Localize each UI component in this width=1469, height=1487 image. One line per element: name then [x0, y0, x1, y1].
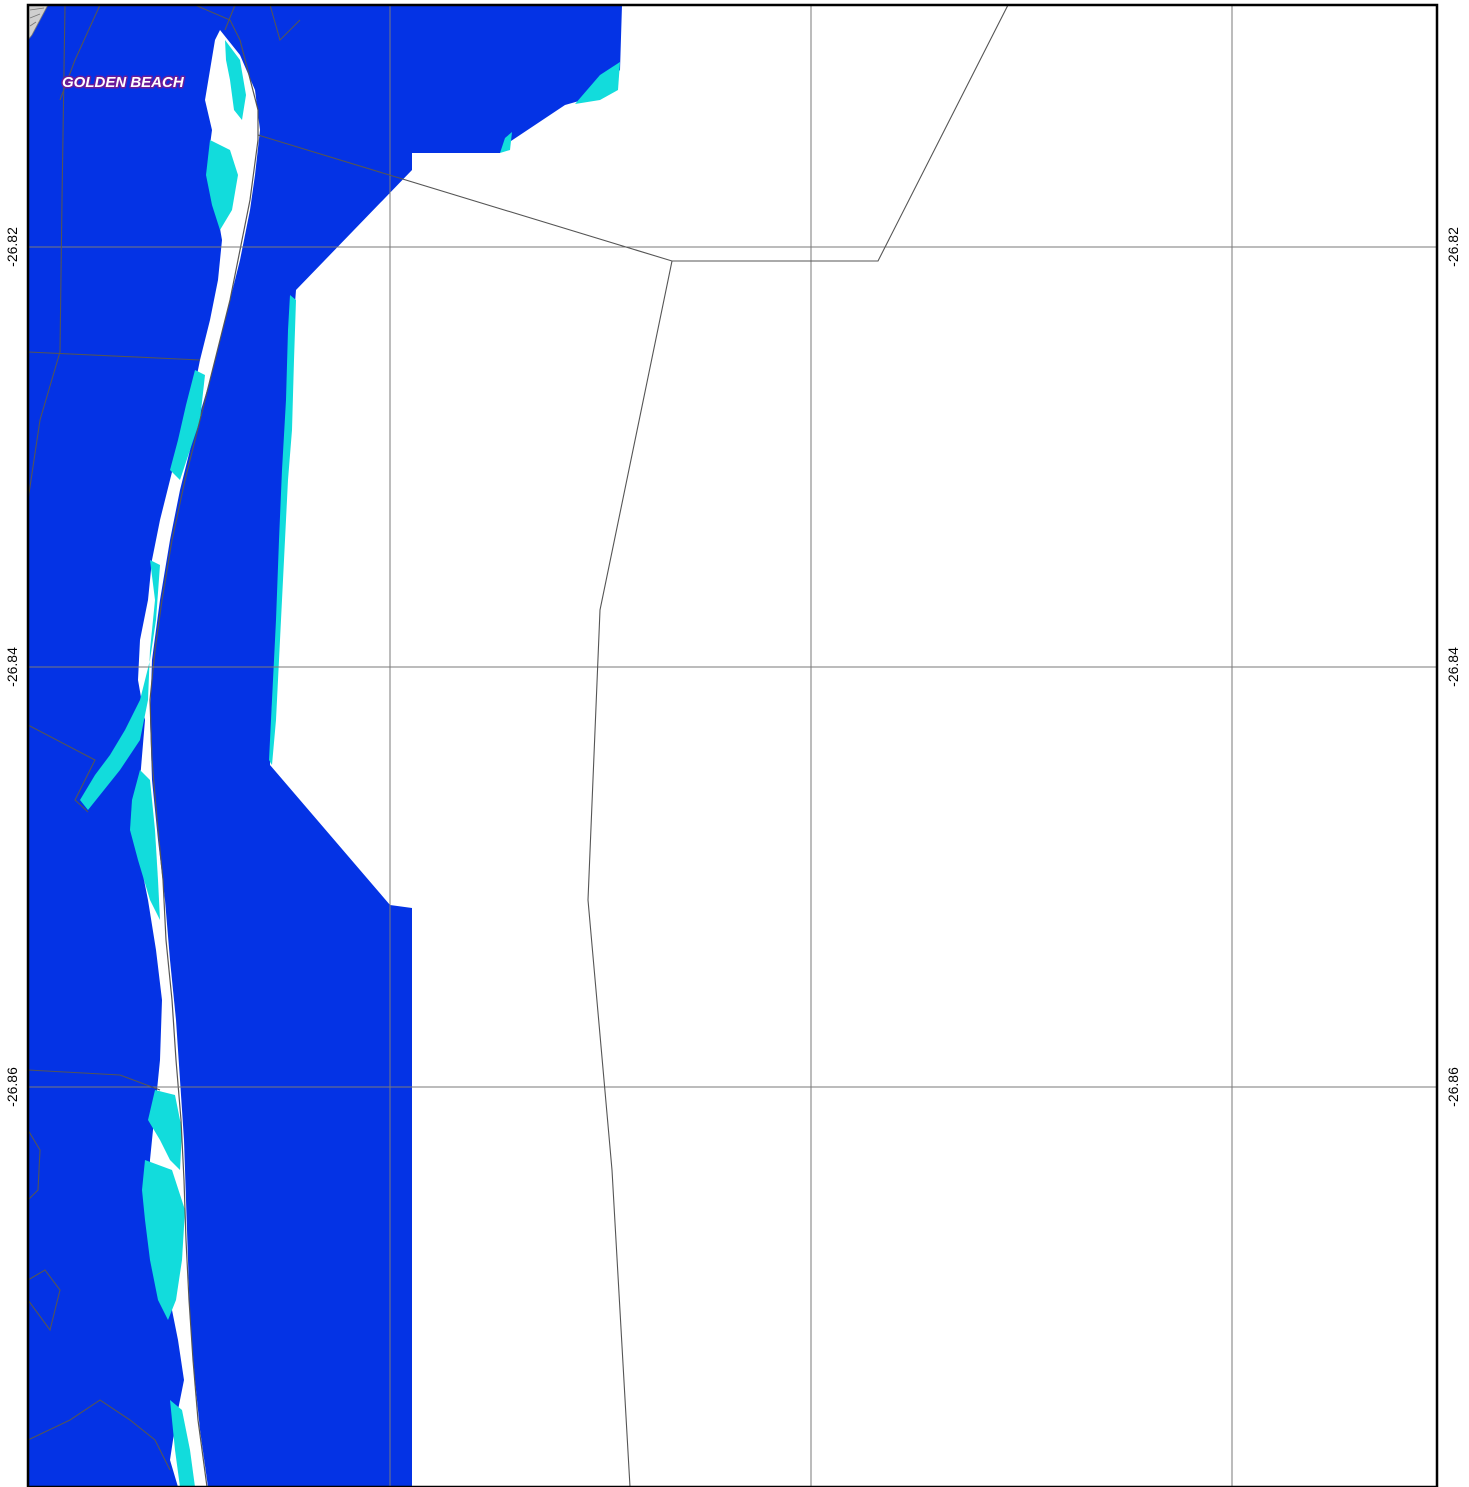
graticule — [28, 5, 1437, 1487]
map-frame — [26, 3, 1439, 1487]
lat-label-right-3: -26.86 — [1445, 1067, 1461, 1107]
lat-label-right-2: -26.84 — [1445, 647, 1461, 687]
shallow-patch-mid-2 — [80, 560, 160, 810]
shallow-patch-south-2 — [142, 1160, 185, 1320]
shallow-water-fringe-top — [575, 62, 620, 104]
lat-label-left-2: -26.84 — [4, 647, 20, 687]
lat-label-left-1: -26.82 — [4, 227, 20, 267]
lat-label-right-1: -26.82 — [1445, 227, 1461, 267]
shallow-patch-south — [148, 1090, 182, 1170]
shallow-water-fringe-east — [269, 295, 296, 765]
zone-boundaries — [27, 4, 1009, 1487]
shallow-patch-mid — [170, 370, 205, 480]
coastline — [149, 39, 259, 1487]
place-label-golden-beach[interactable]: GOLDEN BEACH — [61, 73, 187, 93]
lat-label-left-3: -26.86 — [4, 1067, 20, 1107]
shallow-patch-mid-3 — [130, 770, 160, 920]
shallow-patch-south-3 — [170, 1400, 195, 1487]
shallow-patch-north-2 — [206, 140, 238, 230]
shallow-patch-north — [225, 40, 246, 120]
shallow-water-fringe-notch — [500, 132, 512, 153]
